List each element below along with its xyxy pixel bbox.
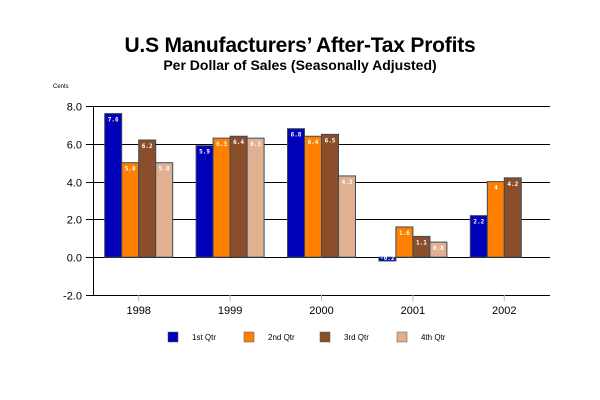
- data-label: 6.4: [308, 139, 319, 146]
- bars: 7.6 5.0 6.2 5.0 5.9 6.3 6.4 6.3 6.8 6.4 6.5 4.3 -0.2…: [104, 113, 522, 262]
- y-tick-label: 0.0: [67, 253, 82, 265]
- data-label: 1.6: [399, 230, 410, 237]
- data-label: 4.2: [507, 181, 518, 188]
- x-tick-label: 1999: [218, 305, 242, 317]
- bar: [304, 135, 322, 258]
- legend-swatch: [243, 331, 255, 343]
- legend-swatch: [396, 331, 408, 343]
- bar: [246, 137, 265, 258]
- legend-swatch: [319, 331, 331, 343]
- bar: [138, 139, 157, 258]
- legend: 1st Qtr 2nd Qtr 3rd Qtr 4th Qtr: [167, 331, 446, 343]
- legend-swatch: [167, 331, 179, 343]
- bar: [155, 162, 174, 258]
- x-tick-label: 2002: [492, 305, 516, 317]
- data-label: 4: [494, 185, 498, 192]
- data-label: 6.8: [291, 132, 302, 139]
- x-tick-label: 2000: [309, 305, 333, 317]
- data-label: 6.3: [250, 141, 261, 148]
- data-label: 2.2: [473, 219, 484, 226]
- data-label: 5.0: [159, 166, 170, 173]
- bar: [195, 145, 214, 258]
- data-label: 5.0: [125, 166, 136, 173]
- data-label: 0.8: [433, 245, 444, 252]
- data-label: -0.2: [380, 255, 395, 262]
- data-label: 6.2: [142, 143, 153, 150]
- bar: [338, 175, 356, 258]
- data-label: 6.5: [325, 137, 336, 144]
- data-label: 4.3: [342, 179, 353, 186]
- bar: [378, 256, 397, 262]
- data-label: 7.6: [108, 117, 119, 124]
- bar: [429, 241, 448, 258]
- y-tick-label: -2.0: [63, 291, 82, 303]
- data-label: 5.9: [199, 149, 210, 156]
- bar: [486, 181, 505, 258]
- x-axis: 1998 1999 2000 2001 2002: [126, 295, 517, 317]
- bar: [212, 137, 231, 258]
- y-tick-label: 4.0: [67, 178, 82, 190]
- legend-label: 2nd Qtr: [268, 333, 295, 342]
- legend-label: 1st Qtr: [192, 333, 216, 342]
- x-tick-label: 2001: [401, 305, 425, 317]
- bar: [287, 128, 305, 258]
- y-tick-label: 8.0: [67, 102, 82, 114]
- x-tick-label: 1998: [126, 305, 150, 317]
- bar: [229, 135, 248, 258]
- legend-label: 3rd Qtr: [344, 333, 369, 342]
- y-tick-label: 2.0: [67, 215, 82, 227]
- chart-subtitle: Per Dollar of Sales (Seasonally Adjusted…: [163, 57, 437, 73]
- y-axis: 8.0 6.0 4.0 2.0 0.0 -2.0: [63, 102, 94, 303]
- bar: [121, 162, 140, 258]
- bar: [321, 133, 339, 258]
- y-tick-label: 6.0: [67, 140, 82, 152]
- data-label: 6.3: [216, 141, 227, 148]
- data-label: 1.1: [416, 239, 427, 246]
- chart-title: U.S Manufacturers’ After-Tax Profits: [124, 34, 476, 57]
- y-axis-label: Cents: [53, 84, 69, 90]
- bar: [104, 113, 123, 258]
- data-label: 6.4: [233, 139, 244, 146]
- legend-label: 4th Qtr: [421, 333, 446, 342]
- bar: [503, 177, 522, 258]
